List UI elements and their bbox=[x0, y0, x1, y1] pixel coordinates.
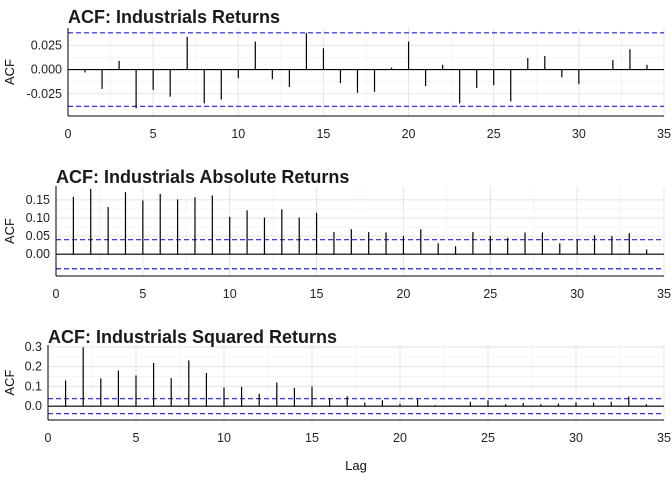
x-tick-label: 30 bbox=[569, 431, 583, 445]
y-tick-label: 0.00 bbox=[26, 247, 50, 261]
x-tick-label: 30 bbox=[572, 127, 586, 141]
chart-title: ACF: Industrials Absolute Returns bbox=[56, 167, 349, 187]
y-tick-label: 0.025 bbox=[31, 38, 62, 52]
x-tick-label: 35 bbox=[657, 287, 671, 301]
x-tick-label: 25 bbox=[483, 287, 497, 301]
y-tick-label: 0.3 bbox=[25, 340, 42, 354]
x-tick-label: 20 bbox=[402, 127, 416, 141]
x-tick-label: 5 bbox=[139, 287, 146, 301]
y-axis-label: ACF bbox=[2, 59, 17, 85]
x-tick-label: 15 bbox=[316, 127, 330, 141]
x-tick-label: 0 bbox=[65, 127, 72, 141]
x-tick-label: 35 bbox=[657, 127, 671, 141]
x-tick-label: 15 bbox=[310, 287, 324, 301]
x-tick-label: 10 bbox=[217, 431, 231, 445]
y-tick-label: 0.2 bbox=[25, 360, 42, 374]
y-tick-label: 0.10 bbox=[26, 211, 50, 225]
y-axis-label: ACF bbox=[2, 218, 17, 244]
acf-panel-1: 0.025 0.000 -0.025 0 5 10 15 20 25 30 35 ACF: Indus… bbox=[2, 7, 671, 141]
y-tick-label: 0.000 bbox=[31, 63, 62, 77]
acf-panel-2: 0.15 0.10 0.05 0.00 0 5 10 15 20 25 30 35 ACF: Indus… bbox=[2, 167, 671, 301]
x-tick-label: 5 bbox=[150, 127, 157, 141]
acf-panel-3: 0.3 0.2 0.1 0.0 0 5 10 15 20 25 30 35 ACF: Industria… bbox=[2, 327, 671, 445]
x-tick-label: 0 bbox=[53, 287, 60, 301]
y-tick-label: 0.05 bbox=[26, 229, 50, 243]
y-tick-label: 0.15 bbox=[26, 193, 50, 207]
chart-title: ACF: Industrials Squared Returns bbox=[48, 327, 337, 347]
chart-title: ACF: Industrials Returns bbox=[68, 7, 280, 27]
x-tick-label: 35 bbox=[657, 431, 671, 445]
x-tick-label: 5 bbox=[133, 431, 140, 445]
x-tick-label: 15 bbox=[305, 431, 319, 445]
x-tick-label: 25 bbox=[481, 431, 495, 445]
x-axis-label: Lag bbox=[345, 458, 367, 473]
y-tick-label: -0.025 bbox=[27, 87, 62, 101]
y-axis-label: ACF bbox=[2, 369, 17, 395]
x-tick-label: 20 bbox=[393, 431, 407, 445]
y-tick-label: 0.0 bbox=[25, 399, 42, 413]
y-tick-label: 0.1 bbox=[25, 379, 42, 393]
x-tick-label: 20 bbox=[396, 287, 410, 301]
x-tick-label: 10 bbox=[223, 287, 237, 301]
x-tick-label: 10 bbox=[231, 127, 245, 141]
x-tick-label: 0 bbox=[45, 431, 52, 445]
x-tick-label: 25 bbox=[487, 127, 501, 141]
x-tick-label: 30 bbox=[570, 287, 584, 301]
